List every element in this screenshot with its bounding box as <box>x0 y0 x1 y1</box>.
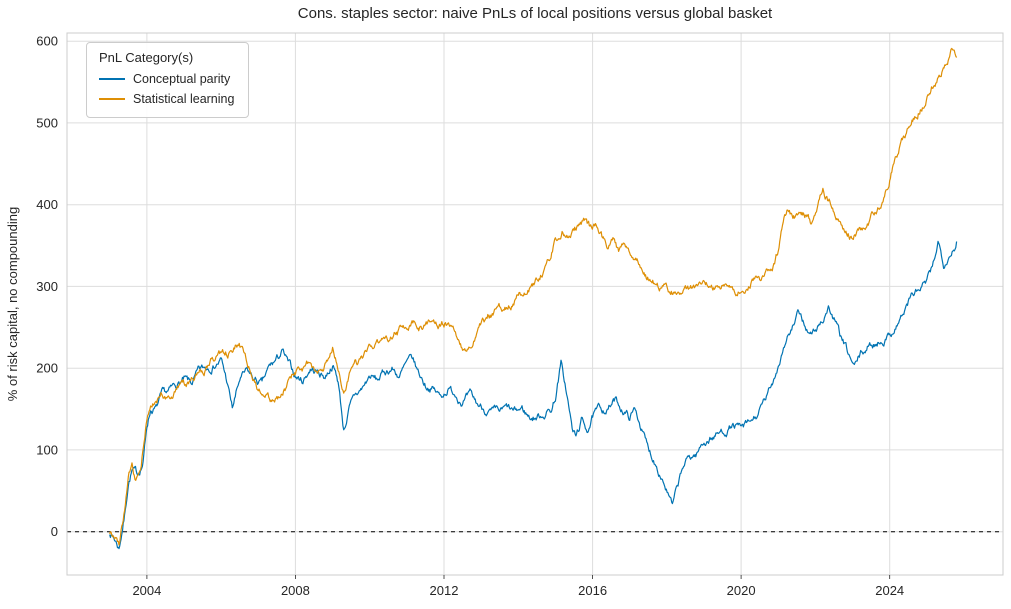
x-tick-label: 2004 <box>132 583 161 598</box>
y-tick-label: 100 <box>36 442 58 457</box>
y-tick-label: 300 <box>36 279 58 294</box>
legend-label-statistical-learning: Statistical learning <box>133 92 235 106</box>
series-line-1 <box>109 47 958 546</box>
x-tick-label: 2016 <box>578 583 607 598</box>
legend: PnL Category(s) Conceptual parity Statis… <box>86 42 250 118</box>
legend-label-conceptual-parity: Conceptual parity <box>133 72 231 86</box>
chart-title: Cons. staples sector: naive PnLs of loca… <box>297 5 773 22</box>
x-tick-label: 2008 <box>281 583 310 598</box>
legend-item-conceptual-parity: Conceptual parity <box>97 69 234 89</box>
series-line-0 <box>109 240 958 550</box>
y-tick-label: 0 <box>51 524 58 539</box>
plot-border <box>66 32 1004 576</box>
x-tick-label: 2020 <box>727 583 756 598</box>
y-axis-label: % of risk capital, no compounding <box>5 207 20 401</box>
x-tick-label: 2024 <box>875 583 904 598</box>
legend-swatch-conceptual-parity <box>99 78 125 80</box>
y-tick-label: 200 <box>36 361 58 376</box>
y-tick-label: 400 <box>36 197 58 212</box>
y-tick-label: 500 <box>36 115 58 130</box>
x-tick-label: 2012 <box>430 583 459 598</box>
y-tick-label: 600 <box>36 34 58 49</box>
legend-item-statistical-learning: Statistical learning <box>97 89 234 109</box>
legend-title: PnL Category(s) <box>99 50 194 65</box>
legend-swatch-statistical-learning <box>99 98 125 100</box>
